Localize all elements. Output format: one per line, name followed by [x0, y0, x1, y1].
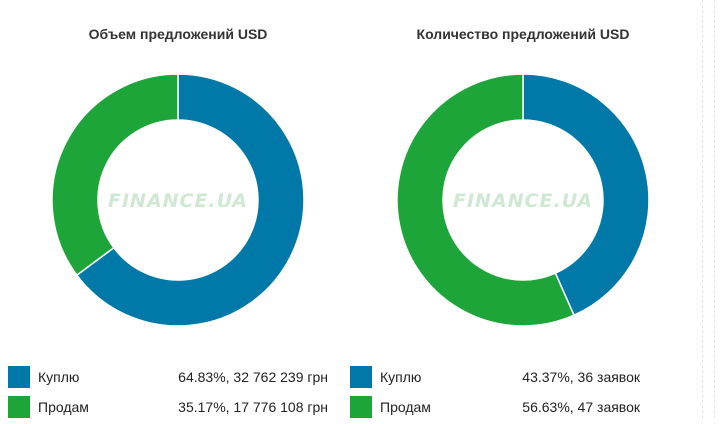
legend-value-buy: 43.37%, 36 заявок [522, 369, 640, 385]
watermark-logo: FINANCE.UA [108, 190, 248, 212]
legend-label-buy: Куплю [380, 369, 422, 385]
edge-line [714, 0, 715, 418]
legend-item-buy: Куплю 43.37%, 36 заявок [350, 364, 640, 394]
volume-donut-chart: FINANCE.UA [51, 73, 305, 327]
sell-swatch [350, 396, 372, 418]
buy-swatch [350, 366, 372, 388]
donut-slice-buy [522, 73, 650, 317]
count-chart-panel: Количество предложений USD FINANCE.UA Ку… [345, 0, 695, 418]
donut-slice-buy [75, 73, 305, 327]
sell-swatch [8, 396, 30, 418]
volume-chart-panel: Объем предложений USD FINANCE.UA Куплю 6… [0, 0, 350, 418]
count-donut-chart: FINANCE.UA [396, 73, 650, 327]
legend-label-sell: Продам [38, 399, 89, 415]
legend-item-buy: Куплю 64.83%, 32 762 239 грн [8, 364, 328, 394]
legend-value-sell: 56.63%, 47 заявок [522, 399, 640, 415]
legend-label-buy: Куплю [38, 369, 80, 385]
legend-label-sell: Продам [380, 399, 431, 415]
donut-slice-sell [396, 73, 575, 327]
legend-value-buy: 64.83%, 32 762 239 грн [178, 369, 328, 385]
donut-slice-sell [51, 73, 179, 277]
edge-line [702, 0, 703, 418]
legend-item-sell: Продам 56.63%, 47 заявок [350, 394, 640, 424]
legend-item-sell: Продам 35.17%, 17 776 108 грн [8, 394, 328, 424]
count-chart-title: Количество предложений USD [416, 26, 630, 42]
volume-legend: Куплю 64.83%, 32 762 239 грн Продам 35.1… [8, 364, 328, 424]
watermark-logo: FINANCE.UA [453, 190, 593, 212]
count-legend: Куплю 43.37%, 36 заявок Продам 56.63%, 4… [350, 364, 640, 424]
volume-chart-title: Объем предложений USD [88, 26, 268, 42]
legend-value-sell: 35.17%, 17 776 108 грн [178, 399, 328, 415]
buy-swatch [8, 366, 30, 388]
